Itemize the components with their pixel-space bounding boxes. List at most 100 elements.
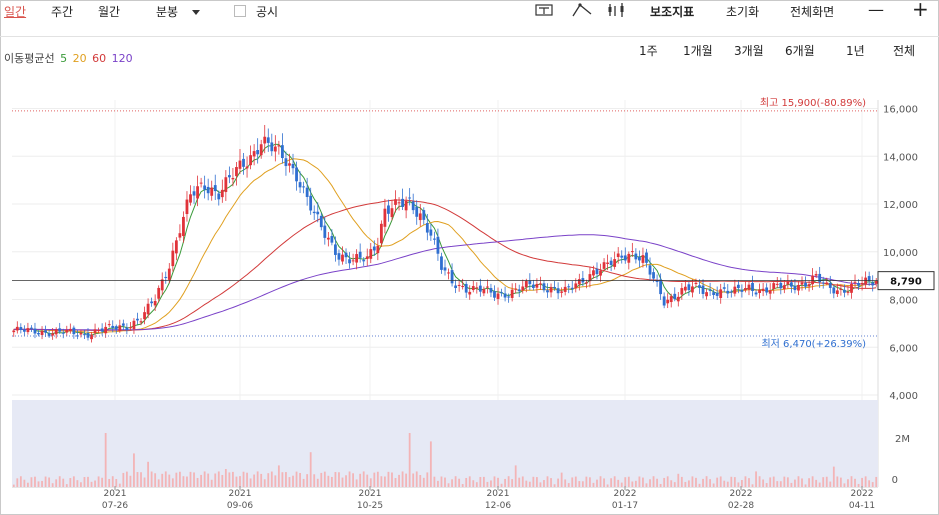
- candle-body: [284, 158, 288, 167]
- disclosure-checkbox[interactable]: [234, 5, 246, 17]
- candle-body: [22, 329, 26, 332]
- volume-bar: [384, 476, 386, 487]
- candle-body: [514, 288, 518, 290]
- volume-bar: [168, 474, 171, 487]
- volume-bar: [80, 482, 82, 487]
- volume-bar: [691, 476, 694, 487]
- volume-bar: [444, 477, 446, 487]
- volume-bar: [642, 477, 644, 487]
- candle-body: [471, 286, 475, 291]
- volume-bar: [490, 480, 492, 487]
- text-tool-icon[interactable]: [534, 2, 554, 18]
- candle-body: [698, 285, 701, 288]
- candle-body: [712, 292, 716, 295]
- volume-bar: [217, 471, 220, 487]
- candle-body: [362, 260, 366, 262]
- candle-body: [676, 296, 680, 302]
- volume-bar: [72, 476, 75, 487]
- candle-body: [786, 281, 790, 285]
- volume-bar: [751, 484, 754, 487]
- candle-body: [372, 246, 376, 251]
- candle-body: [641, 255, 645, 263]
- period-1y[interactable]: 1년: [846, 44, 865, 58]
- reset-button[interactable]: 초기화: [726, 5, 760, 19]
- candle-body: [804, 282, 807, 287]
- volume-bar: [504, 478, 506, 487]
- volume-bar: [528, 481, 531, 487]
- candle-body: [797, 284, 800, 291]
- zoom-out-button[interactable]: —: [868, 0, 884, 19]
- volume-bar: [440, 476, 443, 487]
- fullscreen-button[interactable]: 전체화면: [790, 5, 835, 19]
- candle-body: [97, 330, 100, 332]
- volume-bar: [497, 477, 499, 487]
- candle-body: [19, 327, 23, 330]
- candle-body: [726, 290, 730, 294]
- candle-body: [570, 287, 574, 290]
- volume-bar: [723, 480, 726, 487]
- candle-body: [807, 284, 811, 287]
- volume-bar: [733, 477, 736, 487]
- tab-weekly[interactable]: 주간: [51, 5, 74, 19]
- tab-monthly[interactable]: 월간: [98, 5, 121, 19]
- volume-bars: [12, 433, 878, 487]
- period-all[interactable]: 전체: [893, 44, 916, 58]
- volume-bar: [412, 473, 415, 487]
- candle-body: [47, 333, 51, 337]
- candle-body: [468, 291, 472, 295]
- period-1m[interactable]: 1개월: [683, 44, 713, 58]
- period-1w[interactable]: 1주: [639, 44, 658, 58]
- candle-body: [708, 289, 712, 291]
- volume-bar: [281, 472, 284, 487]
- candle-body: [588, 274, 592, 282]
- volume-bar: [429, 441, 432, 487]
- volume-bar: [76, 480, 79, 487]
- interval-dropdown[interactable]: 분봉: [156, 3, 201, 20]
- candle-body: [638, 256, 641, 261]
- candle-body: [510, 289, 514, 298]
- volume-bar: [794, 479, 796, 487]
- volume-bar: [493, 476, 496, 487]
- zoom-in-button[interactable]: +: [912, 0, 929, 21]
- tab-daily[interactable]: 일간: [4, 5, 27, 19]
- candle-body: [33, 328, 37, 334]
- volume-bar: [157, 479, 160, 487]
- candle-settings-icon[interactable]: [606, 2, 628, 18]
- volume-bar: [154, 473, 157, 487]
- candle-body: [334, 244, 337, 255]
- chart-toolbar: 일간 주간 월간 분봉 공시 보조지표 초기화 전체화면 — +: [0, 0, 939, 22]
- volume-bar: [578, 481, 581, 487]
- volume-bar: [433, 476, 436, 487]
- volume-bar: [832, 466, 835, 487]
- line-draw-icon[interactable]: [571, 2, 593, 18]
- candle-body: [843, 289, 846, 293]
- candle-body: [217, 193, 221, 200]
- candle-body: [15, 326, 19, 331]
- y-tick-label: 4,000: [889, 391, 918, 402]
- volume-bar: [285, 472, 287, 487]
- period-6m[interactable]: 6개월: [785, 44, 815, 58]
- y-tick-label: 6,000: [889, 343, 918, 354]
- candle-body: [136, 318, 139, 321]
- volume-bar: [348, 471, 351, 487]
- volume-bar: [267, 473, 270, 487]
- volume-bar: [596, 479, 598, 487]
- volume-bar: [762, 479, 765, 487]
- candle-body: [754, 292, 758, 295]
- volume-bar: [115, 479, 118, 487]
- candle-body: [404, 200, 408, 211]
- volume-bar: [864, 476, 867, 487]
- period-3m[interactable]: 3개월: [734, 44, 764, 58]
- candle-body: [493, 291, 496, 298]
- candle-body: [574, 283, 578, 289]
- candle-body: [705, 292, 708, 297]
- indicators-button[interactable]: 보조지표: [650, 5, 695, 19]
- candle-body: [298, 182, 302, 188]
- volume-bar: [755, 471, 757, 487]
- volume-bar: [369, 478, 372, 487]
- candle-body: [765, 287, 769, 293]
- candle-body: [139, 321, 143, 323]
- volume-bar: [164, 471, 167, 487]
- volume-bar: [313, 474, 316, 487]
